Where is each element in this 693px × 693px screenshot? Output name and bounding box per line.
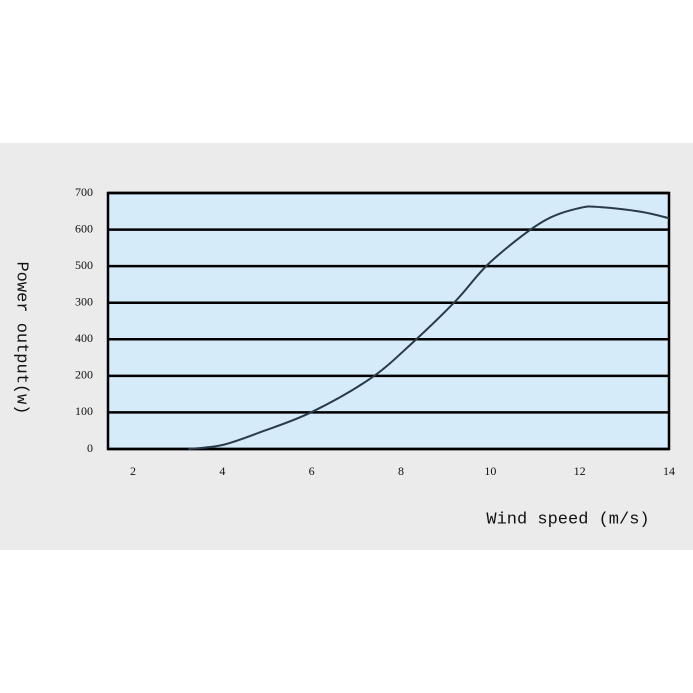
- x-tick-label: 10: [484, 464, 496, 478]
- line: [188, 205, 670, 450]
- x-tick-label: 2: [130, 464, 136, 478]
- y-axis-title: Power output(w): [12, 261, 31, 414]
- x-tick-label: 12: [574, 464, 586, 478]
- plot-border: [106, 191, 671, 451]
- x-axis-title: Wind speed (m/s): [486, 510, 649, 529]
- y-tick-label: 500: [75, 258, 93, 272]
- y-tick-label: 700: [75, 185, 93, 199]
- y-tick-label: 0: [87, 441, 93, 455]
- y-tick-label: 100: [75, 404, 93, 418]
- y-tick-label: 400: [75, 331, 93, 345]
- y-tick-label: 300: [75, 294, 93, 308]
- x-tick-label: 4: [219, 464, 225, 478]
- x-tick-label: 14: [663, 464, 675, 478]
- plot-background: [108, 193, 669, 449]
- plot-area: 0 100 200 400 300 500 600 700 2 4 6 8 10 12 14: [75, 185, 675, 478]
- y-tick-label: 200: [75, 368, 93, 382]
- y-tick-label: 600: [75, 221, 93, 235]
- x-tick-label: 6: [309, 464, 315, 478]
- x-tick-label: 8: [398, 464, 404, 478]
